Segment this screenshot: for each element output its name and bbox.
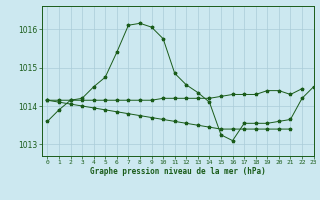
X-axis label: Graphe pression niveau de la mer (hPa): Graphe pression niveau de la mer (hPa) xyxy=(90,167,266,176)
